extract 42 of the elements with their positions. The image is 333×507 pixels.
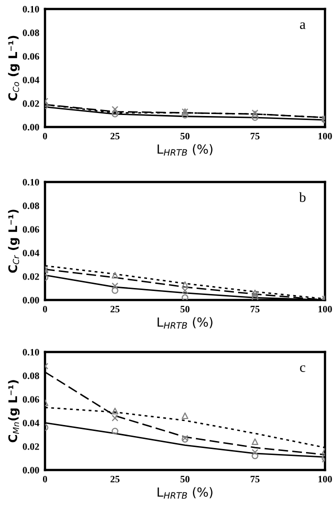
- x-tick-label: 50: [180, 306, 190, 312]
- y-tick-label: 0.04: [22, 76, 40, 84]
- y-tick-label: 0.02: [22, 100, 40, 107]
- y-tick-label: 0.04: [22, 250, 40, 256]
- y-axis-title: C$_{Cr}$ (g L⁻¹): [8, 210, 20, 273]
- x-tick-label: 100: [318, 306, 332, 312]
- x-axis-title: L$_{HRTB}$ (%): [158, 317, 212, 329]
- y-axis-title: C$_{Mn}$(g L⁻¹): [8, 380, 20, 442]
- x-axis-title: L$_{HRTB}$ (%): [158, 144, 212, 156]
- y-tick-label: 0.08: [22, 372, 40, 380]
- y-tick-label: 0.08: [22, 30, 40, 36]
- y-tick-label: 0.00: [22, 124, 40, 131]
- y-tick-label: 0.02: [22, 443, 40, 450]
- x-tick-label: 25: [110, 132, 120, 140]
- y-axis-title: C$_{Co}$ (g L⁻¹): [8, 36, 20, 101]
- x-tick-label: 25: [110, 476, 120, 482]
- y-tick-label: 0.10: [22, 348, 40, 356]
- x-tick-label: 0: [42, 476, 48, 482]
- annotation: c: [300, 365, 306, 372]
- x-tick-label: 100: [318, 132, 332, 140]
- y-tick-label: 0.06: [22, 53, 40, 60]
- annotation: a: [300, 22, 306, 29]
- x-tick-label: 0: [42, 132, 48, 140]
- y-tick-label: 0.04: [22, 420, 40, 426]
- y-tick-label: 0.00: [22, 296, 40, 304]
- y-tick-label: 0.02: [22, 273, 40, 280]
- y-tick-label: 0.06: [22, 226, 40, 233]
- annotation: b: [299, 192, 306, 202]
- y-tick-label: 0.10: [22, 6, 40, 13]
- y-tick-label: 0.08: [22, 202, 40, 210]
- x-tick-label: 75: [250, 306, 260, 312]
- x-tick-label: 50: [180, 476, 190, 482]
- x-tick-label: 100: [318, 476, 332, 482]
- x-tick-label: 0: [42, 306, 48, 312]
- y-tick-label: 0.00: [22, 466, 40, 474]
- x-tick-label: 75: [250, 132, 260, 140]
- y-tick-label: 0.06: [22, 396, 40, 403]
- x-tick-label: 75: [250, 476, 260, 482]
- x-tick-label: 50: [180, 132, 190, 140]
- y-tick-label: 0.10: [22, 178, 40, 186]
- x-axis-title: L$_{HRTB}$ (%): [158, 487, 212, 499]
- x-tick-label: 25: [110, 306, 120, 312]
